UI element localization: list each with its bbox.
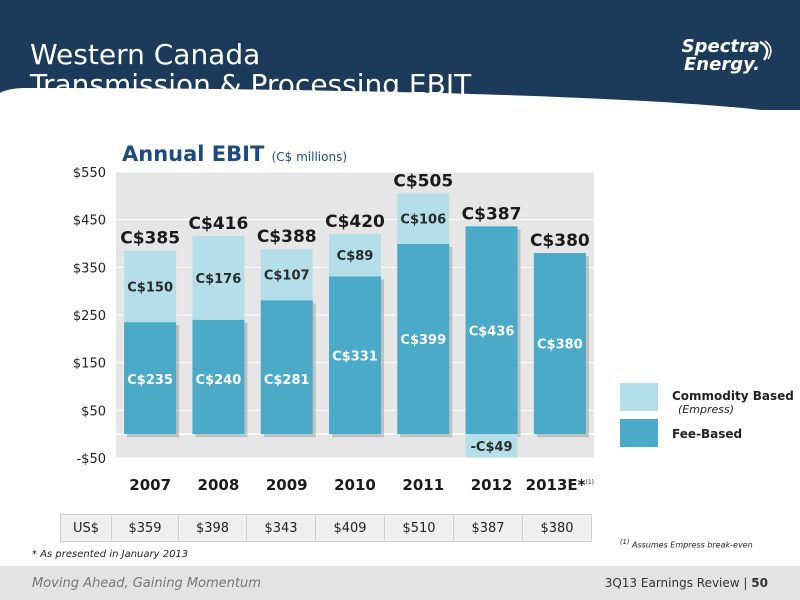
fee-value-label: C$235 — [127, 373, 173, 388]
x-tick-label: 2010 — [334, 476, 376, 494]
chart-title-text: Annual EBIT — [122, 142, 265, 166]
fee-value-label: C$436 — [469, 324, 515, 339]
commodity-value-label: C$176 — [196, 272, 242, 287]
x-axis-labels: 2007 2008 2009 2010 2011 2012 2013E*(1) — [129, 476, 594, 494]
x-tick-label: 2012 — [471, 476, 513, 494]
x-tick-label: 2008 — [198, 476, 240, 494]
fee-value-label: C$281 — [264, 373, 310, 388]
y-tick-label: $550 — [73, 166, 106, 181]
chart-unit: (C$ millions) — [271, 150, 348, 164]
footer-page-number: 50 — [751, 576, 768, 590]
y-tick-label: -$50 — [76, 452, 106, 467]
legend-swatch-commodity — [620, 383, 658, 411]
bar-fee-based — [260, 300, 313, 435]
legend-sub-commodity: (Empress) — [678, 403, 734, 416]
usd-value-2011: $510 — [384, 514, 454, 542]
usd-value-2009: $343 — [246, 514, 316, 542]
logo-line2: Energy. — [684, 54, 760, 75]
usd-value-2010: $409 — [315, 514, 385, 542]
bar-fee-based — [124, 322, 177, 435]
x-tick-superscript: (1) — [586, 479, 595, 486]
usd-value-2013: $380 — [522, 514, 592, 542]
usd-row: US$ $359 $398 $343 $409 $510 $387 $380 — [60, 514, 592, 542]
footnote-january: * As presented in January 2013 — [32, 549, 189, 560]
legend-sub-text: (Empress) — [678, 403, 734, 416]
footer-doc: 3Q13 Earnings Review — [604, 576, 740, 590]
y-tick-label: $450 — [73, 214, 106, 229]
y-axis-ticks: $550 $450 $350 $250 $150 $50 -$50 — [73, 166, 106, 467]
usd-value-2007: $359 — [111, 514, 179, 542]
total-value-label: C$416 — [189, 214, 249, 234]
legend-label-commodity: Commodity Based — [672, 389, 794, 403]
usd-value-2008: $398 — [178, 514, 247, 542]
y-tick-label: $350 — [73, 261, 106, 276]
y-tick-label: $150 — [73, 357, 106, 372]
footer-tagline: Moving Ahead, Gaining Momentum — [32, 576, 261, 591]
logo-line1: Spectra — [681, 36, 760, 57]
fee-value-label: C$399 — [400, 333, 446, 348]
fee-value-label: C$380 — [537, 338, 583, 353]
footer-bar: Moving Ahead, Gaining Momentum 3Q13 Earn… — [0, 566, 800, 600]
x-tick-label: 2009 — [266, 476, 308, 494]
total-value-label: C$420 — [325, 212, 385, 232]
bar-commodity-based — [124, 250, 177, 323]
total-value-label: C$385 — [120, 229, 180, 249]
fee-value-label: C$240 — [196, 373, 242, 388]
commodity-value-label: C$106 — [400, 213, 446, 228]
bar-fee-based — [533, 253, 586, 435]
bar-fee-based — [329, 276, 381, 435]
legend-swatch-fee — [620, 419, 658, 447]
bar-fee-based — [397, 243, 450, 435]
total-value-label: C$380 — [530, 231, 590, 251]
bar-commodity-based — [397, 193, 450, 244]
commodity-value-label: C$89 — [337, 249, 374, 264]
bar-commodity-based — [192, 235, 245, 320]
y-tick-label: $50 — [81, 404, 106, 419]
fee-value-label: C$331 — [332, 349, 378, 364]
company-logo: Spectra Energy. — [681, 36, 772, 75]
bar-fee-based — [465, 226, 518, 435]
total-value-label: C$505 — [393, 171, 453, 191]
footnote-empress: (1) Assumes Empress break-even — [620, 538, 753, 550]
usd-table: US$ $359 $398 $343 $409 $510 $387 $380 — [60, 514, 592, 542]
footnote-empress-text: Assumes Empress break-even — [631, 540, 753, 550]
total-value-label: C$388 — [257, 227, 317, 247]
footer-separator: | — [743, 576, 748, 590]
footer-page-info: 3Q13 Earnings Review | 50 — [605, 576, 768, 590]
x-tick-label: 2013E*(1) — [526, 476, 594, 494]
bar-commodity-based-negative — [465, 434, 518, 458]
usd-label: US$ — [60, 514, 112, 542]
chart-title: Annual EBIT (C$ millions) — [122, 142, 347, 166]
commodity-value-label: -C$49 — [471, 440, 513, 455]
x-tick-label: 2011 — [402, 476, 444, 494]
logo-swoosh-icon — [759, 40, 772, 61]
footnote-mark: (1) — [620, 538, 630, 546]
bar-commodity-based — [260, 249, 313, 301]
x-tick-label: 2007 — [129, 476, 171, 494]
commodity-value-label: C$150 — [127, 280, 173, 295]
bar-commodity-based — [329, 233, 381, 277]
y-tick-label: $250 — [73, 309, 106, 324]
commodity-value-label: C$107 — [264, 269, 310, 284]
legend-label-fee: Fee-Based — [672, 427, 743, 441]
bar-fee-based — [192, 319, 245, 435]
page-title-line1: Western Canada — [30, 38, 261, 71]
usd-value-2012: $387 — [453, 514, 523, 542]
bars: C$150 C$235 C$385 C$176 C$240 C$416 C$107 C$281… — [120, 171, 590, 458]
total-value-label: C$387 — [462, 204, 522, 224]
